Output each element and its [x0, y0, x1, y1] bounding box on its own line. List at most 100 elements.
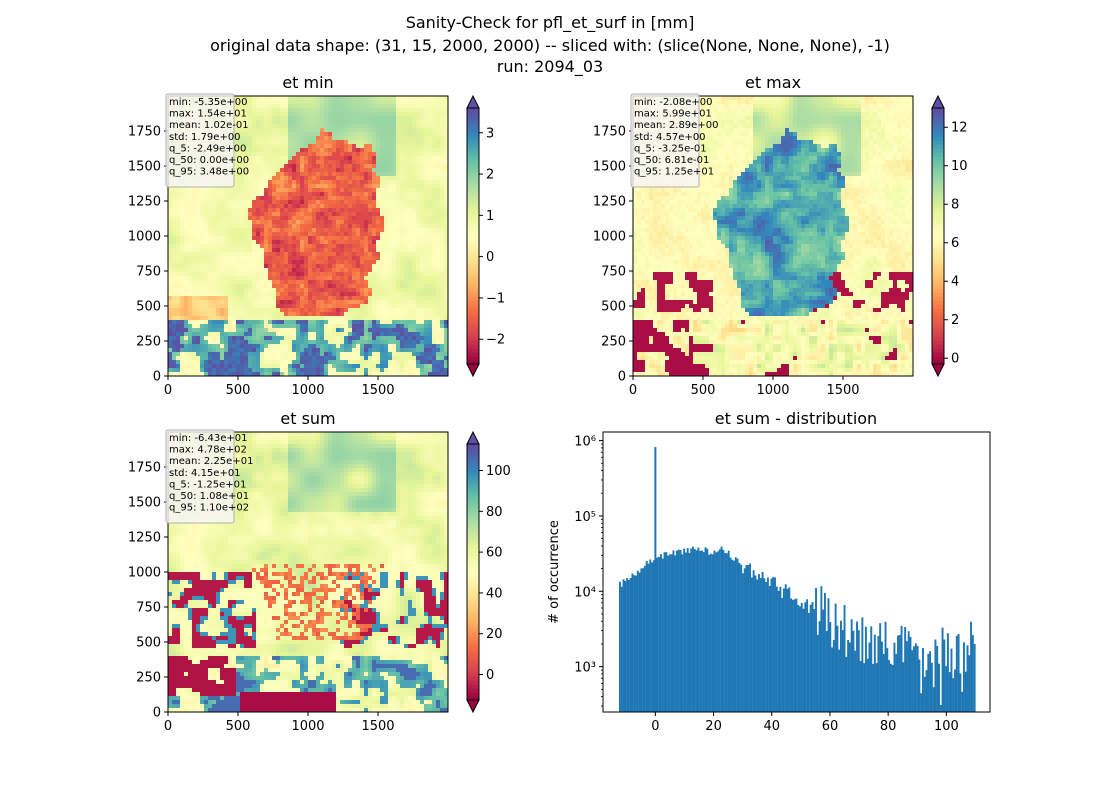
colorbar-tick-label: 1: [486, 209, 494, 224]
colorbar-segment: [932, 336, 944, 341]
histogram-bar: [816, 634, 819, 712]
colorbar-segment: [467, 548, 479, 553]
stats-line: max: 4.78e+02: [169, 445, 247, 456]
colorbar-segment: [932, 260, 944, 265]
colorbar-segment: [932, 132, 944, 137]
colorbar-segment: [467, 180, 479, 185]
histogram-bar: [681, 554, 684, 712]
histogram-bar: [927, 653, 930, 712]
histogram-bar: [688, 553, 691, 712]
histogram-bar: [740, 564, 743, 712]
colorbar-segment: [467, 224, 479, 229]
colorbar-segment: [467, 464, 479, 469]
colorbar-segment: [467, 536, 479, 541]
histogram-bar: [727, 550, 730, 712]
histogram-bar: [807, 612, 810, 712]
x-tick-label: 1000: [756, 383, 789, 398]
histogram-bar: [711, 554, 714, 712]
histogram-bar: [636, 570, 639, 712]
histogram-bar: [633, 575, 636, 712]
colorbar-segment: [467, 128, 479, 133]
colorbar-segment: [932, 172, 944, 177]
colorbar-segment: [932, 316, 944, 321]
colorbar-segment: [932, 200, 944, 205]
y-tick-label: 10⁶: [574, 435, 596, 450]
colorbar-segment: [467, 672, 479, 677]
histogram-bar: [891, 664, 894, 712]
colorbar-segment: [467, 468, 479, 473]
colorbar-segment: [467, 284, 479, 289]
x-tick-label: 0: [164, 383, 172, 398]
colorbar-tick-label: 3: [486, 126, 494, 141]
histogram-bar: [700, 550, 703, 712]
colorbar-segment: [467, 276, 479, 281]
colorbar-segment: [467, 500, 479, 505]
histogram-bar: [939, 705, 942, 712]
histogram-bar: [738, 562, 741, 712]
colorbar-segment: [467, 352, 479, 357]
y-tick-label: 1750: [128, 461, 161, 476]
histogram-bar: [879, 623, 882, 712]
x-tick-label: 0: [651, 719, 659, 734]
histogram-bar: [736, 558, 739, 712]
histogram-bar: [795, 598, 798, 712]
histogram-bar: [804, 602, 807, 712]
colorbar-segment: [467, 272, 479, 277]
histogram-bar: [811, 602, 814, 712]
colorbar-extend-max: [466, 94, 480, 109]
histogram-bar: [913, 646, 916, 712]
histogram-bar: [725, 553, 728, 712]
colorbar-segment: [467, 488, 479, 493]
histogram-bar: [750, 577, 753, 712]
colorbar-segment: [932, 360, 944, 365]
stats-line: mean: 2.25e+01: [169, 456, 253, 467]
colorbar-segment: [467, 660, 479, 665]
histogram-bar: [741, 573, 744, 712]
histogram-bar: [936, 645, 939, 712]
colorbar-segment: [467, 652, 479, 657]
x-tick-label: 0: [629, 383, 637, 398]
histogram-bar: [875, 663, 878, 712]
colorbar-segment: [932, 348, 944, 353]
histogram-bar: [793, 599, 796, 712]
colorbar-segment: [932, 308, 944, 313]
histogram-bar: [779, 586, 782, 712]
histogram-bar: [934, 639, 937, 712]
stats-box-background: [630, 93, 700, 188]
histogram-bar: [731, 559, 734, 712]
histogram-bar: [679, 549, 682, 712]
y-tick-label: 750: [136, 265, 161, 280]
colorbar-extend-min: [466, 699, 480, 714]
histogram-bar: [620, 586, 623, 712]
colorbar-segment: [932, 144, 944, 149]
histogram-bar: [911, 650, 914, 712]
histogram-bar: [800, 602, 803, 712]
histogram-bar: [619, 581, 621, 712]
colorbar-segment: [467, 564, 479, 569]
stats-line: q_95: 1.10e+02: [169, 503, 249, 514]
colorbar-segment: [932, 312, 944, 317]
histogram-bar: [677, 549, 680, 712]
histogram-bar: [970, 621, 973, 712]
colorbar-segment: [932, 296, 944, 301]
colorbar-segment: [932, 220, 944, 225]
histogram-bar: [686, 548, 689, 712]
histogram-bar: [763, 578, 766, 712]
colorbar-segment: [932, 208, 944, 213]
colorbar-segment: [467, 600, 479, 605]
histogram-bar: [907, 631, 910, 712]
colorbar-segment: [932, 212, 944, 217]
histogram-bar: [747, 565, 750, 712]
histogram-bar: [859, 660, 862, 712]
histogram-bar: [674, 555, 677, 712]
histogram-bar: [718, 549, 721, 712]
colorbar-segment: [932, 320, 944, 325]
histogram-bar: [888, 660, 891, 712]
colorbar-segment: [467, 228, 479, 233]
histogram-bar: [952, 678, 955, 712]
x-axis-ticks: 0 500 1000 1500: [164, 712, 395, 734]
histogram-bar: [720, 546, 723, 712]
colorbar-frame: [466, 107, 480, 365]
histogram-spike-bar: [654, 447, 657, 712]
histogram-bar: [897, 635, 899, 712]
